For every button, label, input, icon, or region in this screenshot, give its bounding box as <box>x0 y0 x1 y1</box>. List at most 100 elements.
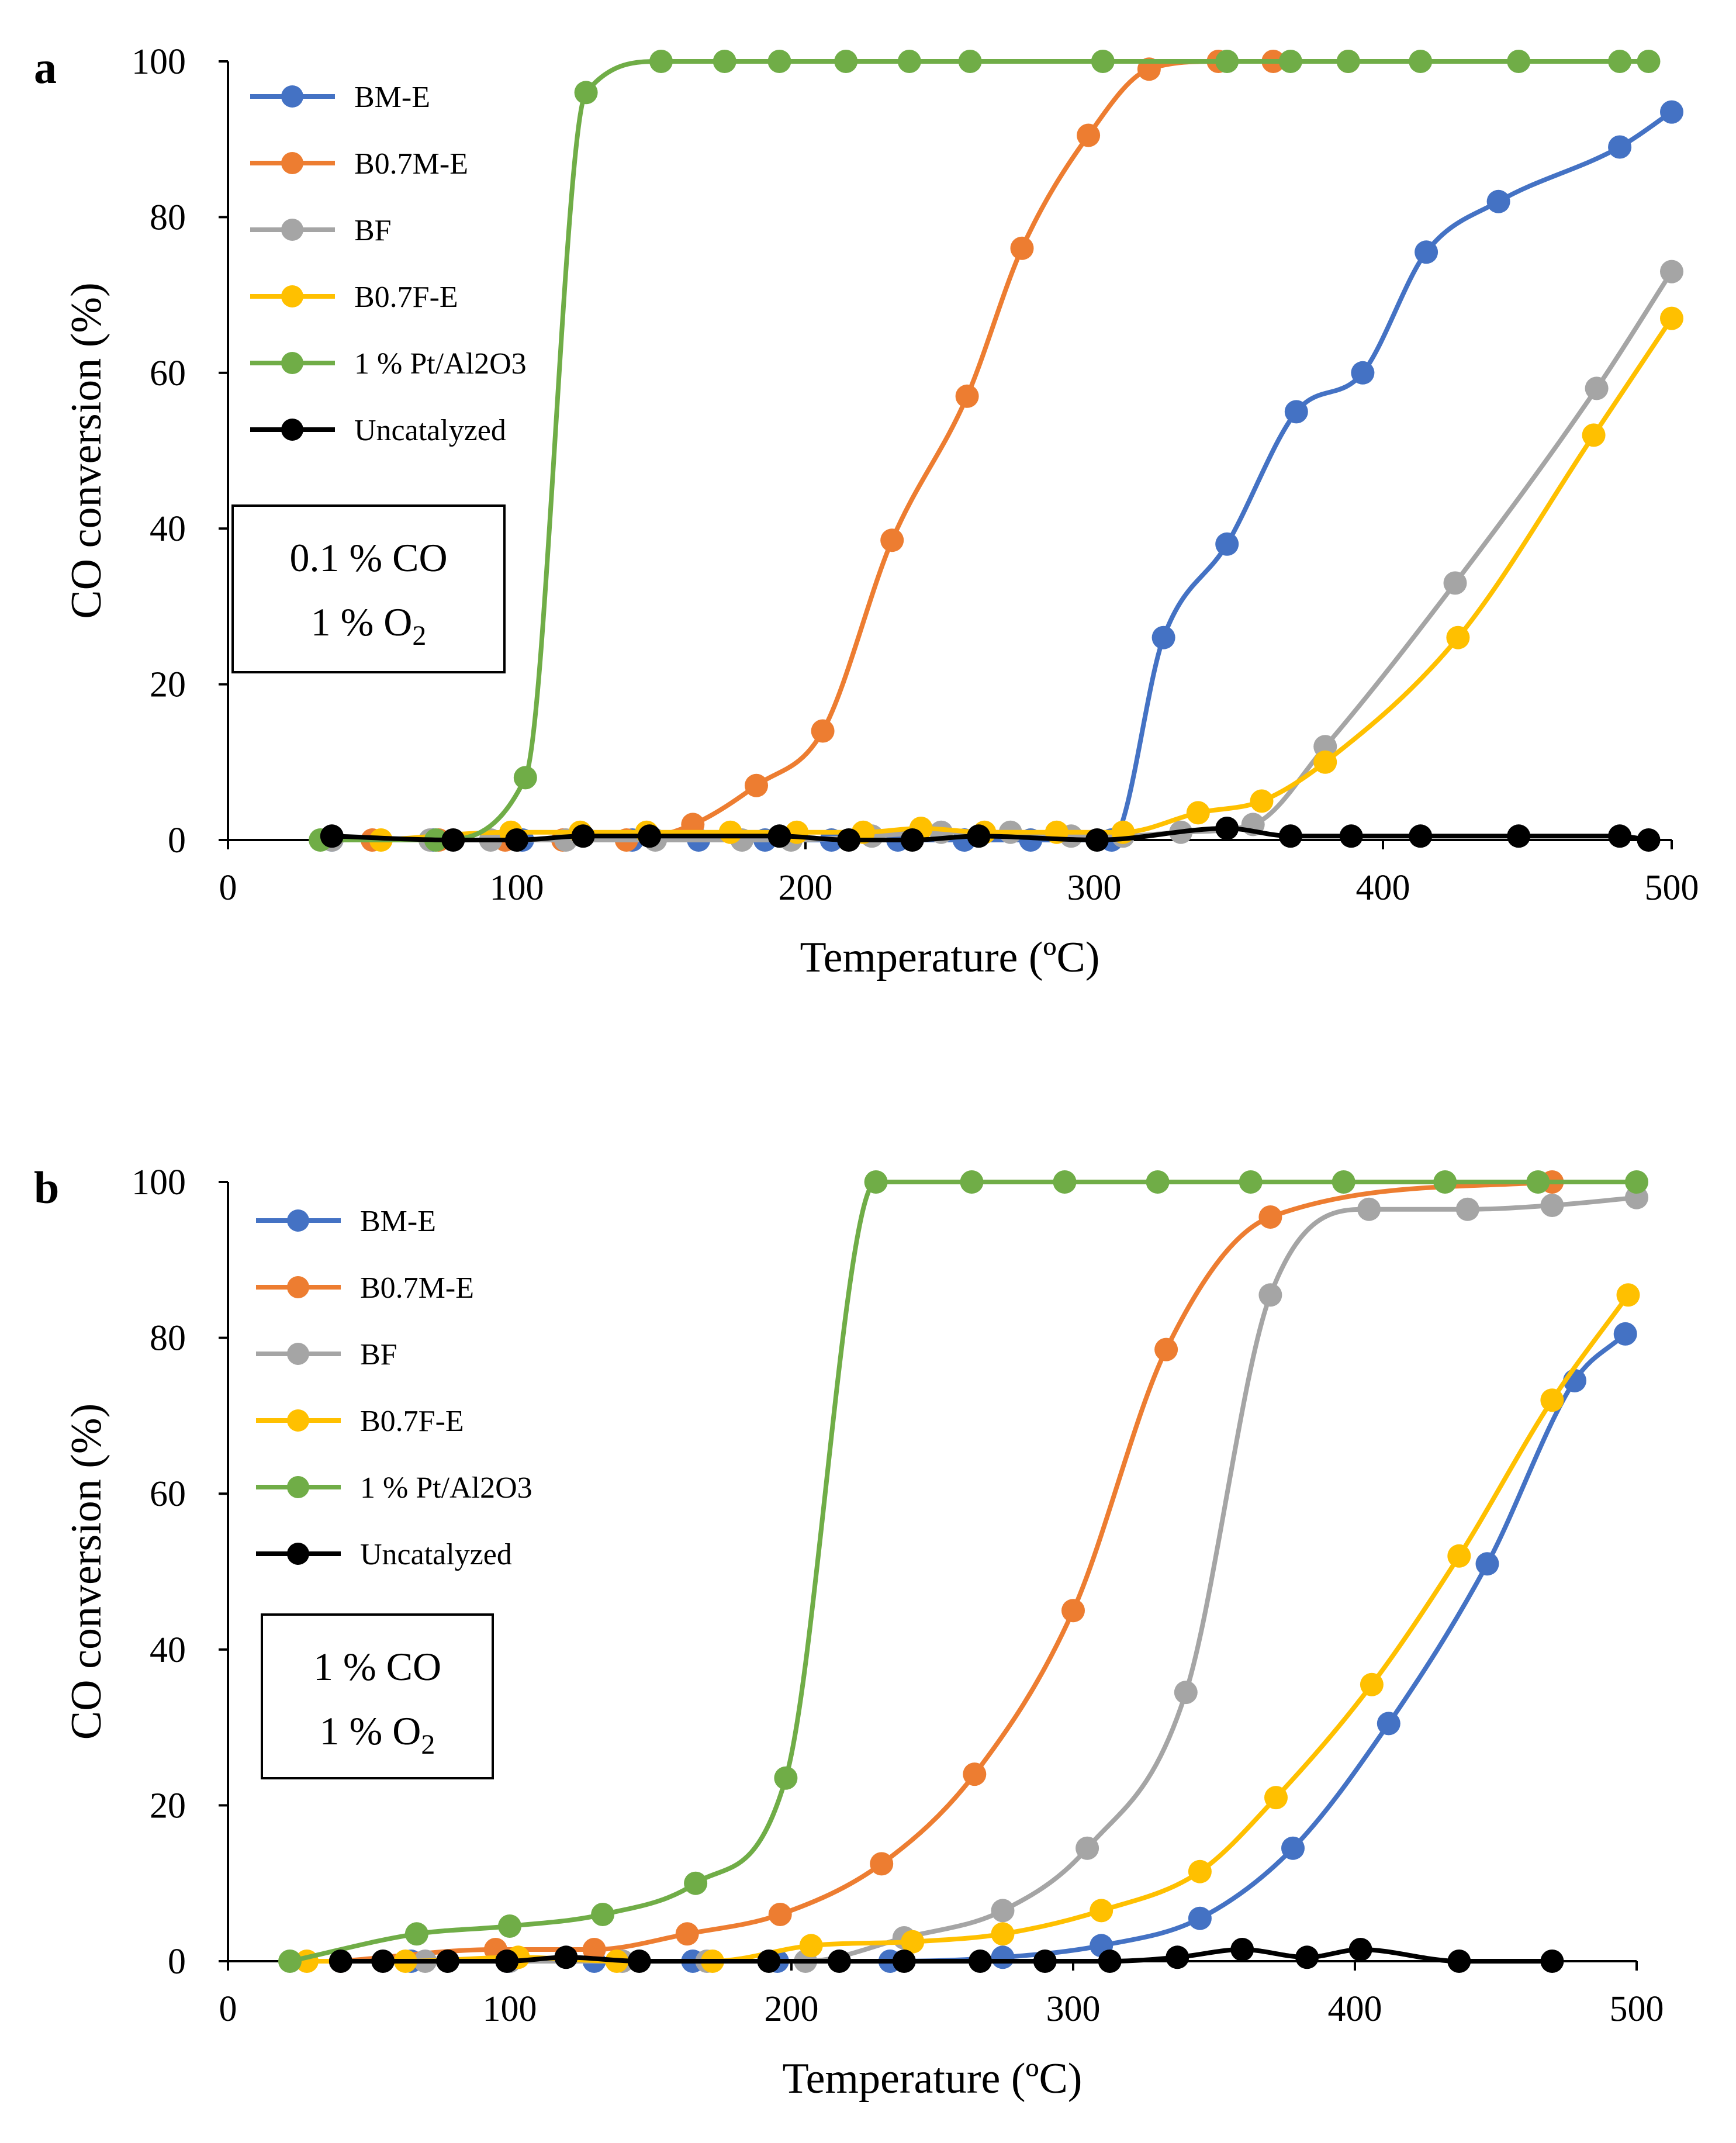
data-point-bf <box>1455 1197 1479 1221</box>
data-point-uncatalyzed <box>767 824 791 848</box>
data-point-uncatalyzed <box>638 824 662 848</box>
legend-label: B0.7M-E <box>354 147 468 181</box>
series-line-bm-e <box>338 1331 1628 1964</box>
x-axis-title: Temperature (ºC) <box>800 934 1100 981</box>
data-point-uncatalyzed <box>837 828 861 852</box>
data-point-bm-e <box>1486 189 1510 213</box>
data-point-b0-7f-e <box>718 820 742 844</box>
x-tick-label: 400 <box>1328 1989 1382 2029</box>
data-point-b0-7f-e <box>1447 1544 1471 1568</box>
series-line-b0-7f-e <box>305 1292 1631 1964</box>
annotation-line-2: 1 % O2 <box>320 1709 435 1760</box>
legend-label: 1 % Pt/Al2O3 <box>354 347 527 381</box>
legend-marker <box>281 152 303 174</box>
data-point-uncatalyzed <box>328 1950 352 1973</box>
annotation-box <box>231 504 506 673</box>
annotation-line-2: 1 % O2 <box>311 600 427 651</box>
data-point-1-pt-al2o3 <box>713 50 736 73</box>
legend: BM-E B0.7M-E BF B0.7F-E 1 % Pt/Al2O3 Uncataly… <box>256 1205 532 1571</box>
data-point-b0-7f-e <box>1660 306 1683 330</box>
annotation-line-1: 1 % CO <box>313 1644 441 1689</box>
data-point-b0-7f-e <box>799 1934 823 1958</box>
series-line-1-pt-al2o3 <box>288 1179 1639 1964</box>
panel-label: a <box>34 42 57 93</box>
series-bm-e <box>320 100 1683 852</box>
legend-label: Uncatalyzed <box>360 1538 512 1571</box>
data-point-uncatalyzed <box>827 1950 851 1973</box>
y-tick-label: 40 <box>150 509 186 549</box>
legend-marker <box>281 219 303 241</box>
data-point-1-pt-al2o3 <box>1625 1170 1648 1194</box>
data-point-uncatalyzed <box>1278 824 1302 848</box>
y-tick-label: 40 <box>150 1630 186 1670</box>
legend-marker <box>287 1209 309 1232</box>
legend-label: BF <box>354 214 392 247</box>
data-point-b0-7m-e <box>963 1762 987 1786</box>
data-point-1-pt-al2o3 <box>1409 50 1433 73</box>
data-point-bm-e <box>1475 1552 1499 1576</box>
data-point-bm-e <box>1613 1322 1637 1346</box>
legend: BM-E B0.7M-E BF B0.7F-E 1 % Pt/Al2O3 Uncataly… <box>250 81 527 447</box>
data-point-b0-7m-e <box>745 773 768 797</box>
data-point-uncatalyzed <box>1540 1950 1564 1973</box>
series-line-1-pt-al2o3 <box>318 58 1651 843</box>
data-point-uncatalyzed <box>627 1950 651 1973</box>
data-point-1-pt-al2o3 <box>1239 1170 1263 1194</box>
data-point-uncatalyzed <box>1033 1950 1057 1973</box>
data-point-bm-e <box>1660 100 1683 124</box>
data-point-uncatalyzed <box>1637 828 1661 852</box>
series-line-b0-7f-e <box>378 316 1674 842</box>
data-point-uncatalyzed <box>371 1950 395 1973</box>
data-point-uncatalyzed <box>892 1950 916 1973</box>
series-b0-7m-e <box>361 50 1360 852</box>
data-point-1-pt-al2o3 <box>1091 50 1115 73</box>
legend-marker <box>287 1543 309 1565</box>
x-tick-label: 500 <box>1610 1989 1664 2029</box>
y-tick-label: 100 <box>132 1163 186 1202</box>
series-b0-7f-e <box>369 306 1683 852</box>
legend-marker <box>281 285 303 307</box>
data-point-bf <box>1357 1197 1381 1221</box>
data-point-b0-7f-e <box>901 1930 925 1954</box>
data-point-b0-7m-e <box>768 1903 792 1926</box>
data-point-b0-7f-e <box>1186 801 1210 825</box>
panel-a: a 0 20 40 60 80 100 0 100 200 300 400 500 Temperature… <box>34 42 1699 981</box>
data-point-uncatalyzed <box>554 1945 578 1969</box>
x-tick-label: 200 <box>779 868 833 908</box>
data-point-uncatalyzed <box>1295 1945 1319 1969</box>
series-1-pt-al2o3 <box>309 50 1661 852</box>
data-point-1-pt-al2o3 <box>1332 1170 1355 1194</box>
data-point-1-pt-al2o3 <box>404 1922 428 1946</box>
y-tick-label: 100 <box>132 42 186 82</box>
legend-label: Uncatalyzed <box>354 414 506 447</box>
x-tick-label: 100 <box>490 868 544 908</box>
data-point-bm-e <box>1377 1712 1400 1736</box>
data-point-uncatalyzed <box>1085 828 1109 852</box>
data-point-1-pt-al2o3 <box>767 50 791 73</box>
series-bf <box>328 1185 1648 1973</box>
data-point-uncatalyzed <box>571 824 595 848</box>
data-point-1-pt-al2o3 <box>1215 50 1239 73</box>
legend-marker <box>287 1476 309 1498</box>
data-point-uncatalyzed <box>968 1950 992 1973</box>
data-point-bf <box>1258 1283 1282 1307</box>
data-point-b0-7f-e <box>1582 423 1606 447</box>
data-point-b0-7m-e <box>1154 1337 1178 1361</box>
legend-label: BM-E <box>354 81 430 114</box>
data-point-uncatalyzed <box>495 1950 519 1973</box>
data-point-b0-7f-e <box>991 1922 1015 1946</box>
data-point-uncatalyzed <box>320 824 344 848</box>
data-point-bf <box>991 1899 1015 1923</box>
data-point-bf <box>1443 571 1467 595</box>
x-tick-label: 100 <box>483 1989 537 2029</box>
data-point-b0-7f-e <box>1188 1859 1212 1883</box>
y-axis-title: CO conversion (%) <box>63 1404 110 1740</box>
data-point-uncatalyzed <box>1166 1945 1189 1969</box>
legend-marker <box>281 419 303 441</box>
data-point-b0-7f-e <box>1313 750 1337 774</box>
data-point-b0-7m-e <box>1077 123 1101 147</box>
data-point-bm-e <box>991 1945 1015 1969</box>
condition-annotation: 1 % CO 1 % O2 <box>261 1613 494 1779</box>
data-point-b0-7f-e <box>1616 1283 1640 1307</box>
